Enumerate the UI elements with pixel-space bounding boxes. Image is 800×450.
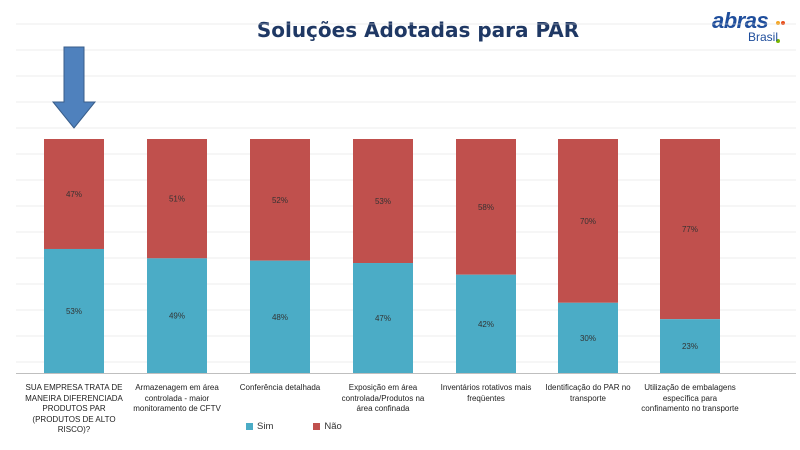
legend-swatch-sim xyxy=(246,423,253,430)
bar-nao xyxy=(353,139,413,264)
category-label: SUA EMPRESA TRATA DE MANEIRA DIFERENCIAD… xyxy=(25,383,123,434)
legend-label-nao: Não xyxy=(324,421,342,432)
category-label: Utilização de embalagens específica para… xyxy=(641,383,739,413)
legend-item-sim: Sim xyxy=(246,421,273,432)
data-label-nao: 77% xyxy=(682,225,698,234)
bar-nao xyxy=(660,139,720,320)
bar-sim xyxy=(250,260,310,373)
data-label-nao: 53% xyxy=(375,197,391,206)
data-label-nao: 47% xyxy=(66,190,82,199)
data-label-nao: 70% xyxy=(580,217,596,226)
bar-nao xyxy=(44,139,104,249)
chart-legend: Sim Não xyxy=(246,421,342,432)
category-label: Identificação do PAR no transporte xyxy=(545,383,631,403)
data-label-sim: 30% xyxy=(580,334,596,343)
category-label: Armazenagem em área controlada - maior m… xyxy=(133,383,221,413)
bar-sim xyxy=(660,319,720,373)
data-label-nao: 58% xyxy=(478,203,494,212)
bar-sim xyxy=(558,302,618,373)
bar-sim xyxy=(456,274,516,373)
legend-item-nao: Não xyxy=(313,421,342,432)
bar-nao xyxy=(456,139,516,275)
down-arrow-icon xyxy=(51,46,97,129)
bar-nao xyxy=(558,139,618,303)
page-title: Soluções Adotadas para PAR xyxy=(256,18,580,42)
data-label-nao: 51% xyxy=(169,195,185,204)
data-label-sim: 48% xyxy=(272,313,288,322)
data-label-sim: 53% xyxy=(66,307,82,316)
bar-nao xyxy=(250,139,310,261)
category-label: Inventários rotativos mais freqüentes xyxy=(440,383,532,403)
bar-sim xyxy=(147,258,207,373)
data-label-nao: 52% xyxy=(272,196,288,205)
legend-swatch-nao xyxy=(313,423,321,430)
bar-sim xyxy=(44,248,104,373)
data-label-sim: 42% xyxy=(478,320,494,329)
legend-label-sim: Sim xyxy=(257,421,274,432)
abras-logo: abras Brasil xyxy=(708,6,788,46)
logo-text: abras xyxy=(712,8,769,33)
data-label-sim: 49% xyxy=(169,312,185,321)
data-label-sim: 47% xyxy=(375,314,391,323)
bar-sim xyxy=(353,263,413,373)
bar-nao xyxy=(147,139,207,259)
logo-subtext: Brasil xyxy=(748,30,779,44)
category-label: Exposição em área controlada/Produtos na… xyxy=(341,383,425,413)
category-label: Conferência detalhada xyxy=(239,383,321,392)
logo-dots xyxy=(776,12,788,48)
data-label-sim: 23% xyxy=(682,342,698,351)
